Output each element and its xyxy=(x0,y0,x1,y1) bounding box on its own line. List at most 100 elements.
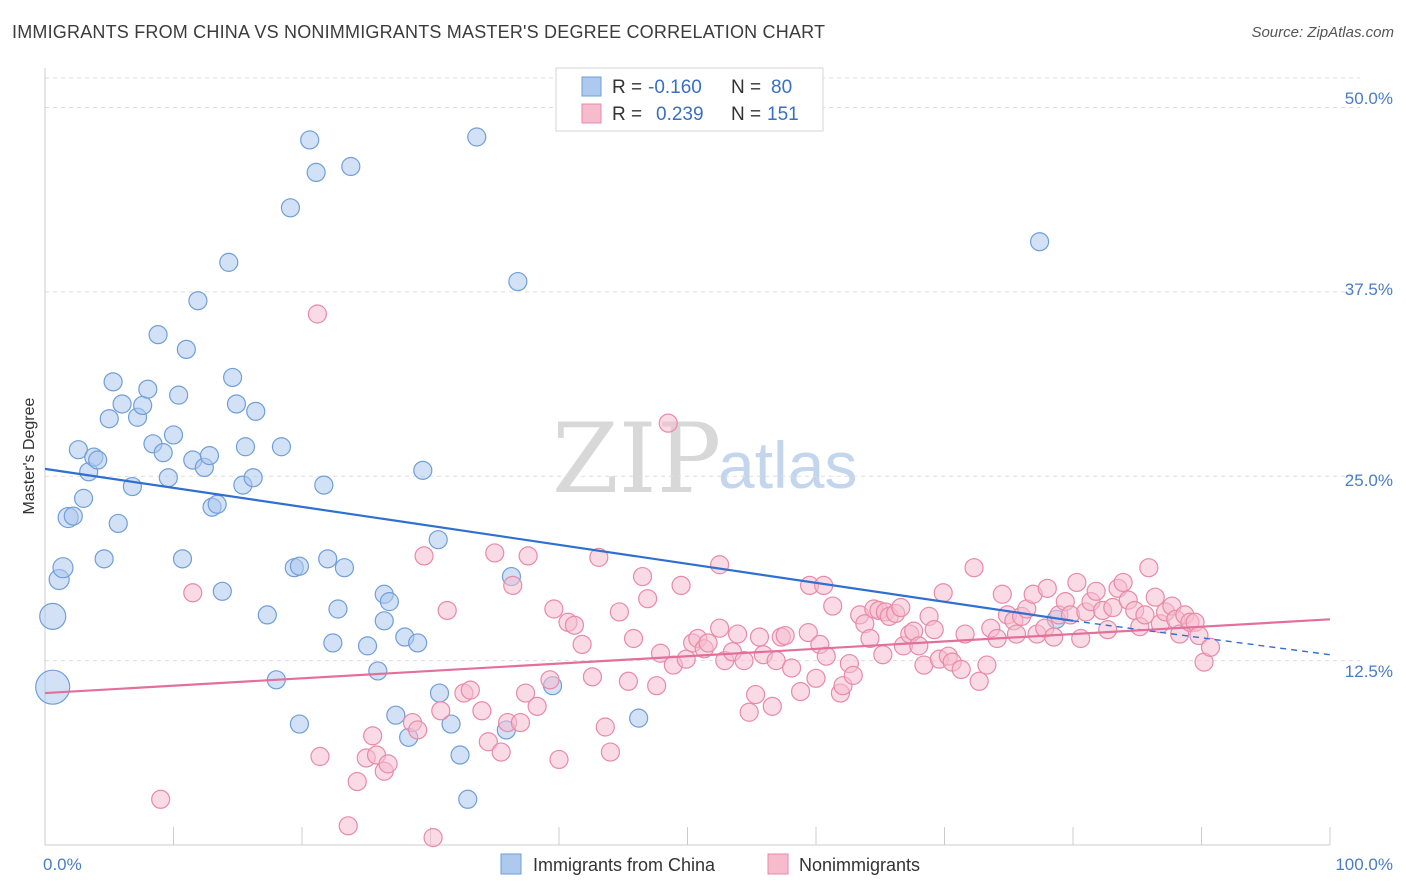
nonimmigrant-point xyxy=(503,575,523,596)
trend-lines xyxy=(44,467,1331,695)
china-point xyxy=(428,530,448,550)
nonimmigrant-point xyxy=(790,681,811,702)
china-point xyxy=(235,437,256,457)
y-tick-label: 25.0% xyxy=(1345,471,1393,490)
china-point xyxy=(112,394,132,414)
china-point xyxy=(441,714,461,734)
nonimmigrant-point xyxy=(472,701,492,721)
legend-r-value: -0.160 xyxy=(648,77,702,98)
china-point xyxy=(35,669,71,705)
china-point xyxy=(408,633,428,653)
nonimmigrant-point xyxy=(338,816,358,836)
y-axis-label: Master's Degree xyxy=(21,397,38,514)
nonimmigrant-point xyxy=(460,680,480,700)
nonimmigrant-point xyxy=(1098,620,1118,640)
legend-n-label: N = xyxy=(731,104,761,125)
nonimmigrant-point xyxy=(676,649,696,669)
china-point xyxy=(458,789,478,809)
nonimmigrant-point xyxy=(491,742,511,762)
nonimmigrant-point xyxy=(151,789,171,809)
china-point xyxy=(223,367,243,388)
china-point xyxy=(328,599,348,619)
nonimmigrant-point xyxy=(739,702,759,722)
x-tick-label-min: 0.0% xyxy=(43,855,82,874)
nonimmigrant-point xyxy=(955,624,975,644)
china-point xyxy=(289,714,310,734)
nonimmigrant-point xyxy=(1103,597,1123,618)
nonimmigrant-point xyxy=(638,589,658,609)
china-point xyxy=(341,156,361,177)
correlation-legend: R = -0.160 N = 80 R = 0.239 N = 151 xyxy=(555,67,824,132)
china-point xyxy=(212,581,232,601)
china-point xyxy=(374,611,394,631)
china-point xyxy=(163,425,184,445)
nonimmigrant-point xyxy=(431,701,451,721)
china-point xyxy=(39,602,67,630)
china-point xyxy=(172,549,193,569)
nonimmigrant-point xyxy=(527,696,547,716)
nonimmigrant-point xyxy=(423,828,443,848)
nonimmigrant-point xyxy=(734,651,754,671)
nonimmigrant-point xyxy=(1086,581,1106,601)
nonimmigrant-point xyxy=(710,618,730,638)
legend-r-value: 0.239 xyxy=(656,104,704,125)
china-point xyxy=(219,252,239,272)
china-point xyxy=(188,291,208,311)
bottom-legend-swatch-china xyxy=(500,853,522,875)
nonimmigrant-point xyxy=(572,634,592,655)
nonimmigrant-point xyxy=(1037,578,1057,598)
china-point xyxy=(271,437,292,457)
legend-swatch-china xyxy=(581,76,602,97)
nonimmigrant-point xyxy=(618,671,638,691)
nonimmigrant-point xyxy=(909,636,929,656)
nonimmigrant-point xyxy=(1135,605,1155,625)
y-tick-label: 50.0% xyxy=(1345,89,1393,108)
china-point xyxy=(99,409,119,429)
china-point xyxy=(138,379,158,399)
nonimmigrant-point xyxy=(310,746,330,767)
nonimmigrant-point xyxy=(698,633,718,653)
nonimmigrant-point xyxy=(1145,587,1165,607)
nonimmigrant-point xyxy=(595,717,615,737)
bottom-legend-label-china: Immigrants from China xyxy=(533,855,716,875)
bottom-legend-swatch-nonimmigrants xyxy=(767,853,789,875)
data-points xyxy=(35,127,1221,848)
nonimmigrant-point xyxy=(843,665,863,685)
nonimmigrant-point xyxy=(816,646,836,666)
nonimmigrant-point xyxy=(623,628,644,649)
nonimmigrant-point xyxy=(589,547,609,567)
legend-r-label: R = xyxy=(612,104,642,125)
bottom-legend-label-nonimmigrants: Nonimmigrants xyxy=(799,855,920,875)
china-point xyxy=(289,556,310,576)
nonimmigrant-point xyxy=(307,304,328,324)
nonimmigrant-point xyxy=(1044,627,1064,647)
nonimmigrant-point xyxy=(1006,624,1027,644)
china-point xyxy=(148,325,168,345)
nonimmigrant-point xyxy=(408,720,428,740)
china-point xyxy=(63,506,83,526)
nonimmigrant-point xyxy=(437,600,457,621)
nonimmigrant-point xyxy=(671,575,691,596)
nonimmigrant-point xyxy=(951,659,971,680)
nonimmigrant-point xyxy=(540,670,560,690)
y-tick-label: 12.5% xyxy=(1345,662,1393,681)
china-point xyxy=(176,339,196,359)
china-point xyxy=(153,443,173,463)
chart-title: IMMIGRANTS FROM CHINA VS NONIMMIGRANTS M… xyxy=(12,22,826,42)
nonimmigrant-point xyxy=(749,627,770,647)
china-point xyxy=(68,440,89,460)
nonimmigrant-point xyxy=(183,583,203,603)
nonimmigrant-point xyxy=(485,543,505,563)
china-point xyxy=(257,605,277,625)
watermark-zip: ZIP xyxy=(552,403,721,515)
nonimmigrant-point xyxy=(798,622,818,643)
legend-r-label: R = xyxy=(612,77,642,98)
china-point xyxy=(413,460,433,480)
nonimmigrant-point xyxy=(414,546,434,566)
nonimmigrant-point xyxy=(873,645,893,665)
nonimmigrant-point xyxy=(658,413,678,433)
china-point xyxy=(323,633,343,653)
nonimmigrant-point xyxy=(746,684,766,705)
nonimmigrant-point xyxy=(992,584,1012,604)
chart-source: Source: ZipAtlas.com xyxy=(1251,24,1394,41)
